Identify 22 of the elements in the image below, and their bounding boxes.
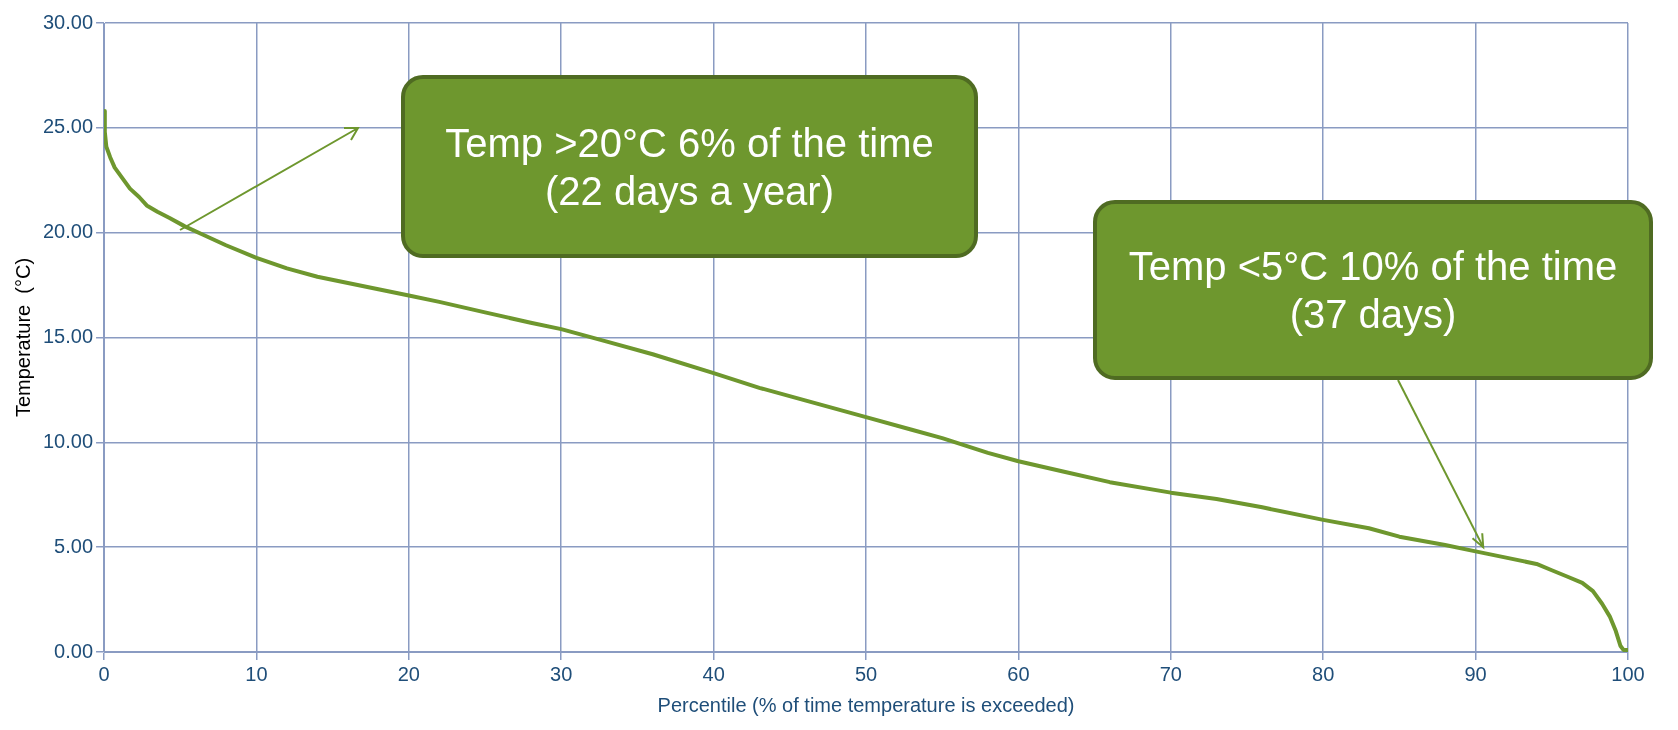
x-tick-label: 10 (245, 662, 268, 685)
x-tick-label: 30 (550, 662, 573, 685)
annotation: Temp <5°C 10% of the time (37 days) (1093, 200, 1653, 380)
y-axis-title: Temperature (°C) (11, 257, 34, 418)
x-tick-label: 80 (1312, 662, 1335, 685)
y-tick-label: 10.00 (42, 429, 94, 452)
x-tick-label: 60 (1007, 662, 1030, 685)
y-tick-label: 0.00 (54, 639, 94, 662)
x-tick-label: 70 (1159, 662, 1182, 685)
x-tick-label: 20 (397, 662, 420, 685)
x-tick-label: 90 (1464, 662, 1487, 685)
x-tick-label: 100 (1611, 662, 1645, 685)
x-tick-label: 40 (702, 662, 725, 685)
y-tick-label: 15.00 (42, 325, 94, 348)
y-tick-label: 25.00 (42, 115, 94, 138)
x-tick-label: 0 (98, 662, 110, 685)
y-tick-label: 30.00 (42, 10, 94, 33)
y-tick-label: 5.00 (54, 534, 94, 557)
annotation: Temp >20°C 6% of the time (22 days a year) (401, 75, 978, 258)
x-tick-label: 50 (854, 662, 878, 685)
y-tick-label: 20.00 (42, 220, 94, 243)
x-axis-title: Percentile (% of time temperature is exceeded) (657, 693, 1075, 716)
